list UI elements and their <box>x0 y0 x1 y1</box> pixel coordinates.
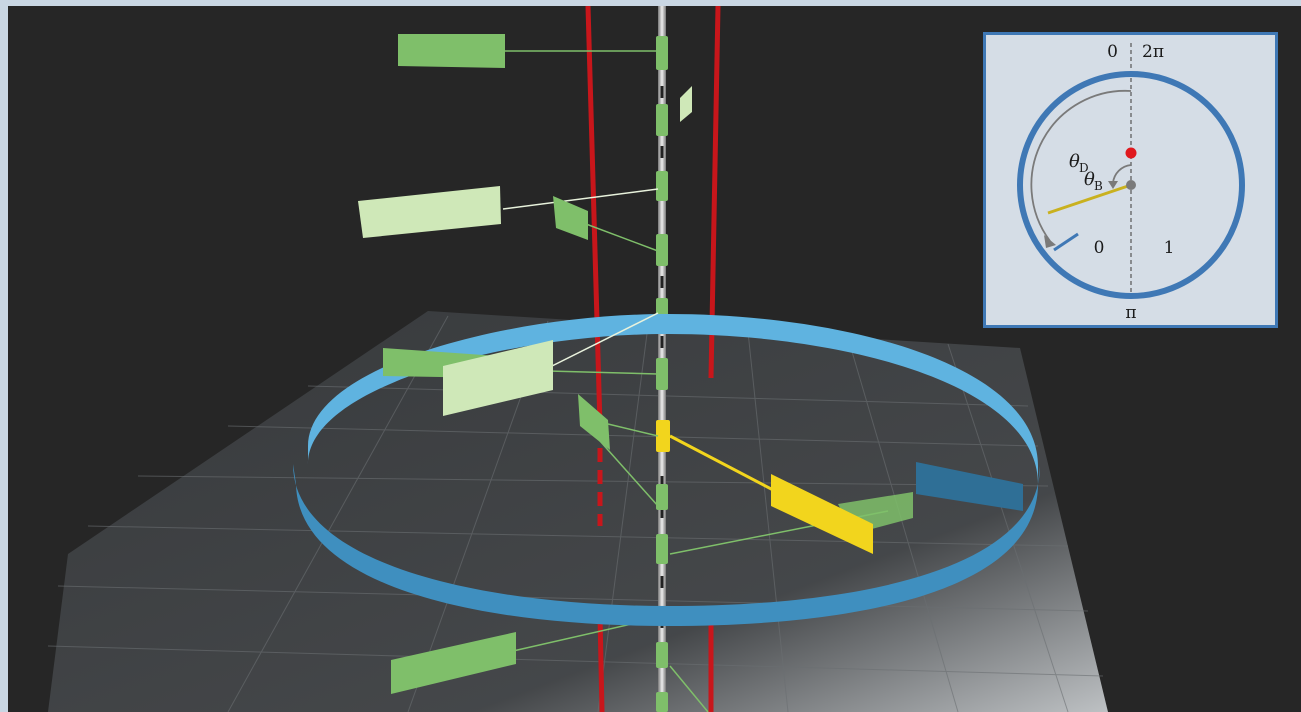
blue-marker-line <box>1053 232 1079 252</box>
phase-diagram: 0 2π π 0 1 θ D θ B <box>1017 42 1245 323</box>
theta-d-subscript: D <box>1079 161 1089 175</box>
phase-diagram-inset: 0 2π π 0 1 θ D θ B <box>983 32 1278 328</box>
green-panels <box>358 34 913 694</box>
theta-d-arc <box>1030 89 1132 242</box>
top-right-label: 2π <box>1142 42 1164 62</box>
region-right-label: 1 <box>1164 238 1175 258</box>
floor-grid <box>47 315 1104 712</box>
top-left-label: 0 <box>1107 42 1118 62</box>
theta-b-arc <box>1112 164 1132 184</box>
yellow-phase-line <box>1047 183 1132 215</box>
red-dot <box>1125 147 1137 159</box>
theta-d-label: θ <box>1069 151 1080 172</box>
bottom-label: π <box>1125 303 1136 323</box>
rod-segments <box>656 36 668 712</box>
ring-gap-wall <box>916 462 1023 511</box>
theta-b-subscript: B <box>1094 179 1103 193</box>
theta-b-label: θ <box>1084 169 1095 190</box>
gray-center-dot <box>1126 180 1136 190</box>
region-left-label: 0 <box>1094 238 1105 258</box>
yellow-rod-segment <box>656 420 670 452</box>
theta-b-arrowhead <box>1108 181 1118 189</box>
phase-circle <box>1017 71 1245 299</box>
scene-graphics <box>47 6 1108 712</box>
yellow-panel <box>771 474 873 554</box>
theta-d-arrowhead <box>1044 235 1056 248</box>
